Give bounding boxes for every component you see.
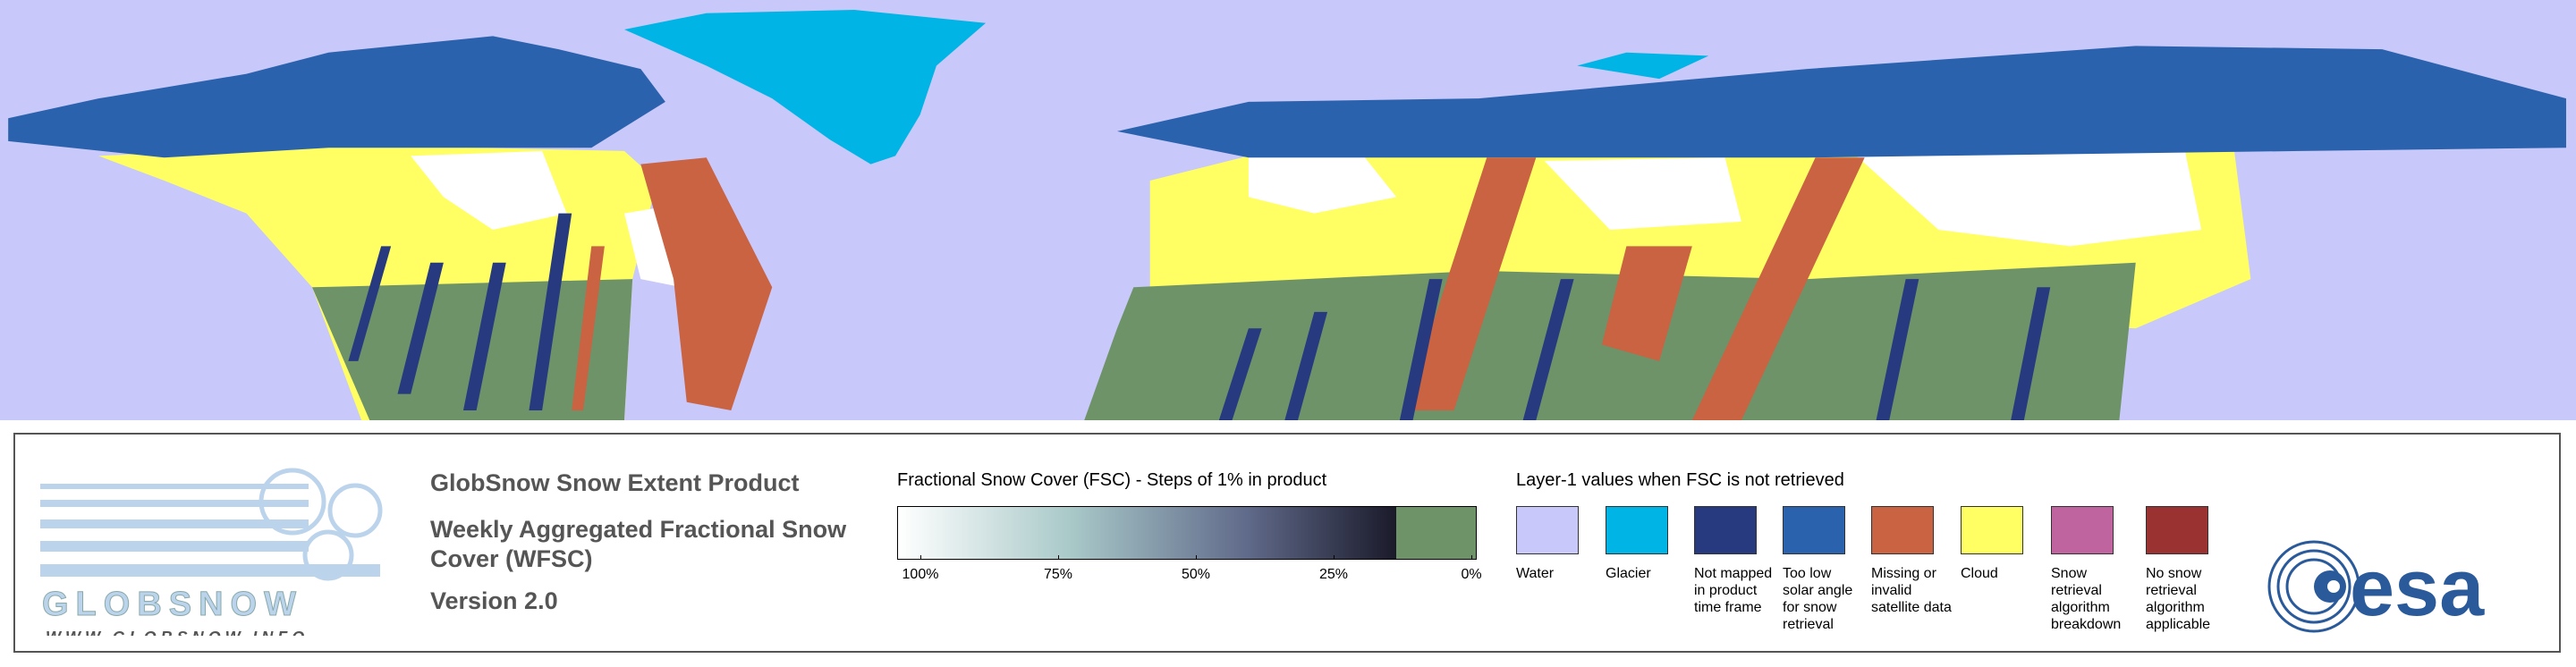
- fsc-tick-label: 50%: [1181, 567, 1211, 582]
- layer1-title: Layer-1 values when FSC is not retrieved: [1516, 470, 1844, 490]
- logo-url: WWW.GLOBSNOW.INFO: [46, 629, 309, 636]
- fsc-tick-mark: [1334, 555, 1335, 560]
- snow-map: [0, 0, 2576, 420]
- legend-label: Snow retrieval algorithm breakdown: [2051, 566, 2122, 632]
- fsc-title: Fractional Snow Cover (FSC) - Steps of 1…: [897, 470, 1327, 490]
- agency-name: esa: [2350, 544, 2485, 633]
- legend-label: No snow retrieval algorithm applicable: [2146, 566, 2211, 632]
- legend-swatch: [1783, 506, 1845, 554]
- product-subtitle: Weekly Aggregated Fractional Snow Cover …: [430, 516, 847, 572]
- globsnow-logo: GLOBSNOW WWW.GLOBSNOW.INFO: [40, 468, 383, 636]
- legend-panel: GLOBSNOW WWW.GLOBSNOW.INFO GlobSnow Snow…: [13, 433, 2561, 653]
- legend-swatch: [2146, 506, 2208, 554]
- fsc-gradient: [898, 507, 1397, 559]
- fsc-no-snow: [1396, 507, 1476, 559]
- fsc-tick-mark: [920, 555, 921, 560]
- fsc-tick-label: 0%: [1461, 567, 1482, 582]
- product-version: Version 2.0: [430, 587, 558, 614]
- product-title: GlobSnow Snow Extent Product: [430, 469, 800, 496]
- logo-name: GLOBSNOW: [42, 586, 303, 623]
- legend-label: Water: [1516, 566, 1555, 581]
- legend-swatch: [2051, 506, 2114, 554]
- legend-swatch: [1961, 506, 2023, 554]
- legend-label: Too low solar angle for snow retrieval: [1783, 566, 1853, 632]
- legend-label: Not mapped in product time frame: [1694, 566, 1773, 615]
- fsc-tick-mark: [1058, 555, 1059, 560]
- fsc-tick-label: 75%: [1043, 567, 1073, 582]
- fsc-tick-mark: [1196, 555, 1197, 560]
- esa-logo: esa: [2267, 540, 2485, 633]
- fsc-tick-label: 25%: [1318, 567, 1349, 582]
- legend-label: Cloud: [1961, 566, 1998, 581]
- legend-swatch: [1694, 506, 1757, 554]
- legend-swatch: [1606, 506, 1668, 554]
- fsc-tick-label: 100%: [902, 567, 939, 582]
- fsc-tick-mark: [1471, 555, 1472, 560]
- legend-label: Missing or invalid satellite data: [1871, 566, 1952, 615]
- fsc-bar: [897, 506, 1477, 560]
- legend-label: Glacier: [1606, 566, 1651, 581]
- legend-swatch: [1516, 506, 1579, 554]
- legend-swatch: [1871, 506, 1934, 554]
